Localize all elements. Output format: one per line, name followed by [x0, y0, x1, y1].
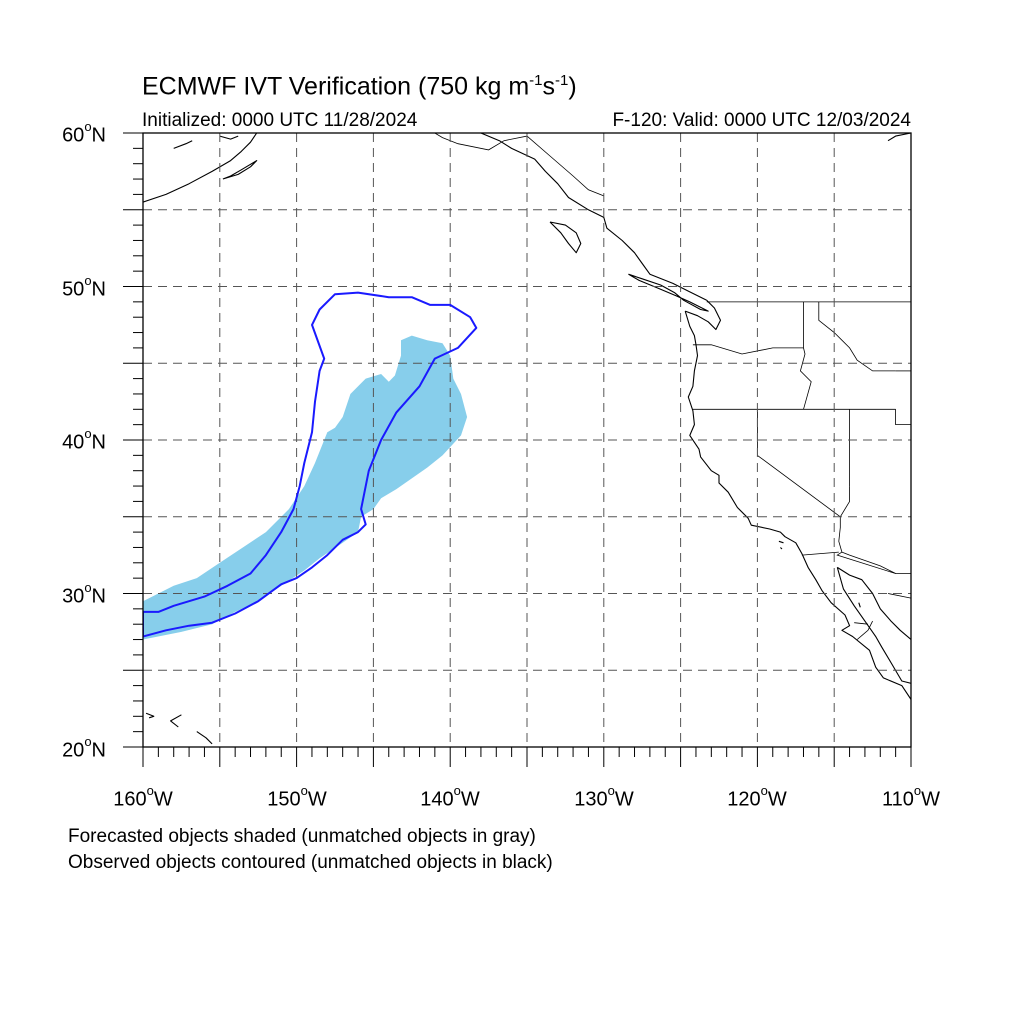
coastline-7: [685, 299, 722, 331]
initialized-time: Initialized: 0000 UTC 11/28/2024: [142, 110, 418, 131]
coastline-0: [143, 133, 258, 203]
coastline-2: [222, 160, 258, 180]
forecast-legend-note: Forecasted objects shaded (unmatched obj…: [68, 826, 536, 847]
border-15: [854, 622, 869, 625]
borders-layer: [434, 133, 911, 640]
lat-label-60n: 60oN: [62, 119, 106, 147]
coastline-5: [549, 221, 582, 254]
coastline-9: [837, 566, 911, 640]
lat-label-30n: 30oN: [62, 580, 106, 608]
border-4: [692, 344, 804, 355]
coastline-16: [858, 602, 861, 608]
coastline-14: [778, 540, 784, 544]
coastline-4: [480, 133, 707, 301]
lon-label-110w: 110oW: [881, 783, 940, 811]
border-12: [841, 551, 911, 574]
graticule-layer: [143, 133, 911, 747]
border-13: [887, 593, 911, 599]
lat-label-40n: 40oN: [62, 426, 106, 454]
observed-object-contour: [143, 291, 478, 638]
lon-label-140w: 140oW: [420, 783, 480, 811]
lon-label-130w: 130oW: [574, 783, 634, 811]
border-6: [757, 409, 896, 574]
forecast-object: [143, 335, 468, 640]
border-2: [799, 301, 812, 410]
border-14: [856, 620, 873, 640]
map-frame: [123, 132, 912, 767]
coastline-11: [170, 714, 182, 728]
lon-label-150w: 150oW: [267, 783, 327, 811]
border-10: [895, 409, 911, 426]
coastline-1: [173, 140, 193, 149]
observed-object-layer: [143, 291, 478, 638]
coastline-12: [145, 712, 155, 719]
observed-legend-note: Observed objects contoured (unmatched ob…: [68, 852, 553, 873]
coastline-3: [219, 135, 239, 140]
coastline-13: [196, 731, 213, 745]
valid-time: F-120: Valid: 0000 UTC 12/03/2024: [612, 110, 911, 131]
border-7: [801, 551, 839, 556]
border-3: [818, 301, 896, 372]
coastline-15: [780, 547, 783, 550]
map-title: ECMWF IVT Verification (750 kg m-1s-1): [142, 72, 577, 101]
lon-label-120w: 120oW: [727, 783, 787, 811]
forecast-object-layer: [143, 335, 468, 640]
border-0: [434, 133, 604, 197]
coastline-6: [628, 273, 709, 312]
coastline-10: [887, 133, 911, 142]
coastlines-layer: [143, 133, 911, 745]
lon-label-160w: 160oW: [113, 783, 173, 811]
border-9: [839, 486, 850, 518]
lat-label-20n: 20oN: [62, 734, 106, 762]
lat-label-50n: 50oN: [62, 273, 106, 301]
coastline-8: [684, 310, 911, 700]
